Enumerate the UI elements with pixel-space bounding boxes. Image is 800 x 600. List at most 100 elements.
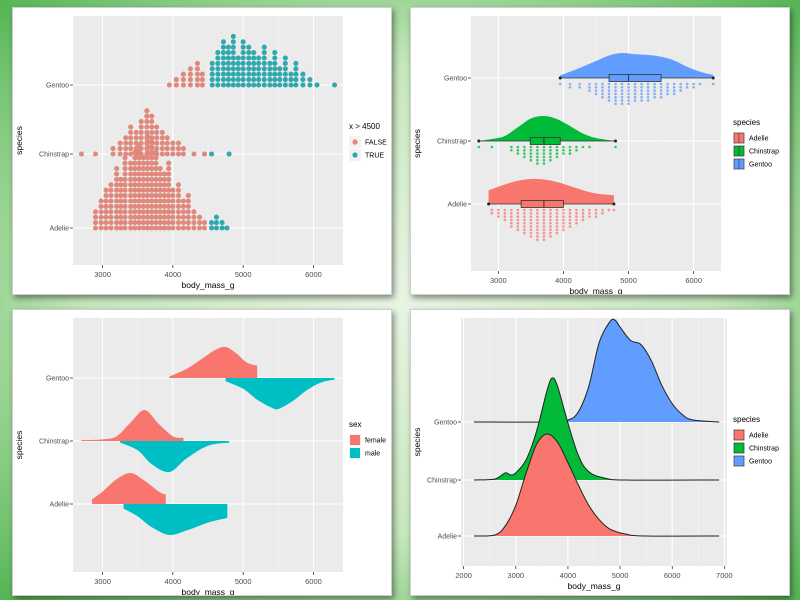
rain-dot — [523, 228, 526, 232]
dot-point — [140, 155, 146, 161]
dot-point — [153, 155, 159, 161]
dot-point — [314, 82, 320, 88]
rain-dot — [575, 212, 578, 215]
rain-dot — [562, 145, 565, 149]
dot-point — [215, 66, 221, 72]
dot-point — [123, 140, 129, 146]
dot-point — [122, 176, 128, 182]
dot-point — [180, 214, 186, 220]
dot-point — [161, 214, 167, 220]
dot-point — [230, 71, 236, 77]
rain-dot — [568, 86, 572, 89]
dot-point — [261, 66, 267, 72]
x-tick-label: 4000 — [165, 270, 182, 279]
rain-dot — [568, 152, 572, 155]
dot-point — [246, 60, 252, 66]
dot-point — [199, 77, 205, 83]
dot-point — [153, 182, 159, 188]
ridge-fill — [474, 319, 720, 423]
dot-point — [136, 203, 142, 209]
dot-point — [98, 203, 104, 209]
dot-point — [149, 176, 155, 182]
rain-dot — [578, 86, 582, 89]
dot-point — [180, 220, 186, 226]
dot-point — [185, 225, 191, 231]
dot-point — [136, 155, 142, 161]
rain-dot — [562, 215, 565, 218]
dot-point — [175, 198, 182, 204]
dot-point — [251, 60, 257, 66]
dot-point — [128, 124, 134, 130]
rain-dot — [555, 212, 559, 215]
dot-point — [92, 225, 99, 231]
dot-point — [149, 214, 155, 220]
rain-dot — [692, 86, 695, 89]
dot-point — [166, 160, 172, 166]
dot-point — [140, 171, 146, 177]
rain-dot — [542, 149, 546, 152]
rain-dot — [542, 158, 546, 162]
outlier — [477, 139, 481, 143]
violin-male — [123, 504, 228, 536]
rain-dot — [510, 145, 513, 149]
rain-dot — [529, 212, 533, 215]
rain-dot — [646, 82, 650, 86]
ridge-outline — [473, 433, 720, 537]
dot-point — [149, 119, 155, 125]
rain-dot — [510, 225, 513, 228]
rain-dot — [627, 95, 630, 99]
dot-point — [240, 50, 246, 56]
rain-dot — [523, 208, 526, 212]
rain-dot — [575, 218, 578, 222]
rain-dot — [601, 92, 604, 96]
dot-point — [230, 60, 236, 66]
dot-point — [175, 140, 182, 146]
legend-title: species — [733, 415, 760, 424]
rain-dot — [633, 89, 637, 92]
dot-point — [110, 151, 116, 157]
dot-point — [114, 198, 120, 204]
rain-dot — [581, 218, 585, 222]
dot-point — [220, 44, 227, 50]
dot-point — [272, 82, 278, 88]
rain-dot — [614, 92, 617, 96]
rain-dot — [536, 152, 539, 155]
ridge-fill — [474, 433, 720, 537]
dot-point — [118, 214, 124, 220]
dot-point — [170, 151, 176, 157]
dot-point — [108, 182, 114, 188]
rain-dot — [612, 208, 616, 212]
dot-point — [261, 55, 267, 61]
legend-key — [733, 442, 745, 454]
dot-point — [153, 209, 159, 215]
legend-title: sex — [349, 420, 361, 429]
rain-dot — [581, 145, 585, 149]
dot-point — [235, 55, 241, 61]
rain-dot — [614, 99, 617, 102]
dot-point — [293, 60, 299, 66]
rain-dot — [503, 218, 507, 222]
dot-point — [267, 66, 273, 72]
rain-dot — [549, 158, 552, 162]
dot-point — [251, 55, 257, 61]
dot-point — [261, 82, 267, 88]
box — [608, 74, 662, 82]
dot-point — [92, 220, 99, 226]
rain-dot — [549, 145, 552, 149]
rain-dot — [503, 212, 507, 215]
dot-point — [149, 203, 155, 209]
dot-point — [123, 151, 129, 157]
dot-point — [149, 135, 155, 141]
dot-point — [122, 198, 128, 204]
dot-point — [225, 71, 231, 77]
dot-point — [154, 135, 160, 141]
dot-point — [103, 209, 109, 215]
rain-dot — [529, 225, 533, 228]
rain-dot — [640, 86, 643, 89]
dot-point — [161, 198, 167, 204]
legend-label: Chinstrap — [749, 149, 779, 156]
y-tick-label: Gentoo — [434, 420, 457, 427]
rain-dot — [536, 149, 539, 152]
dot-point — [122, 155, 128, 161]
dot-point — [140, 176, 146, 182]
